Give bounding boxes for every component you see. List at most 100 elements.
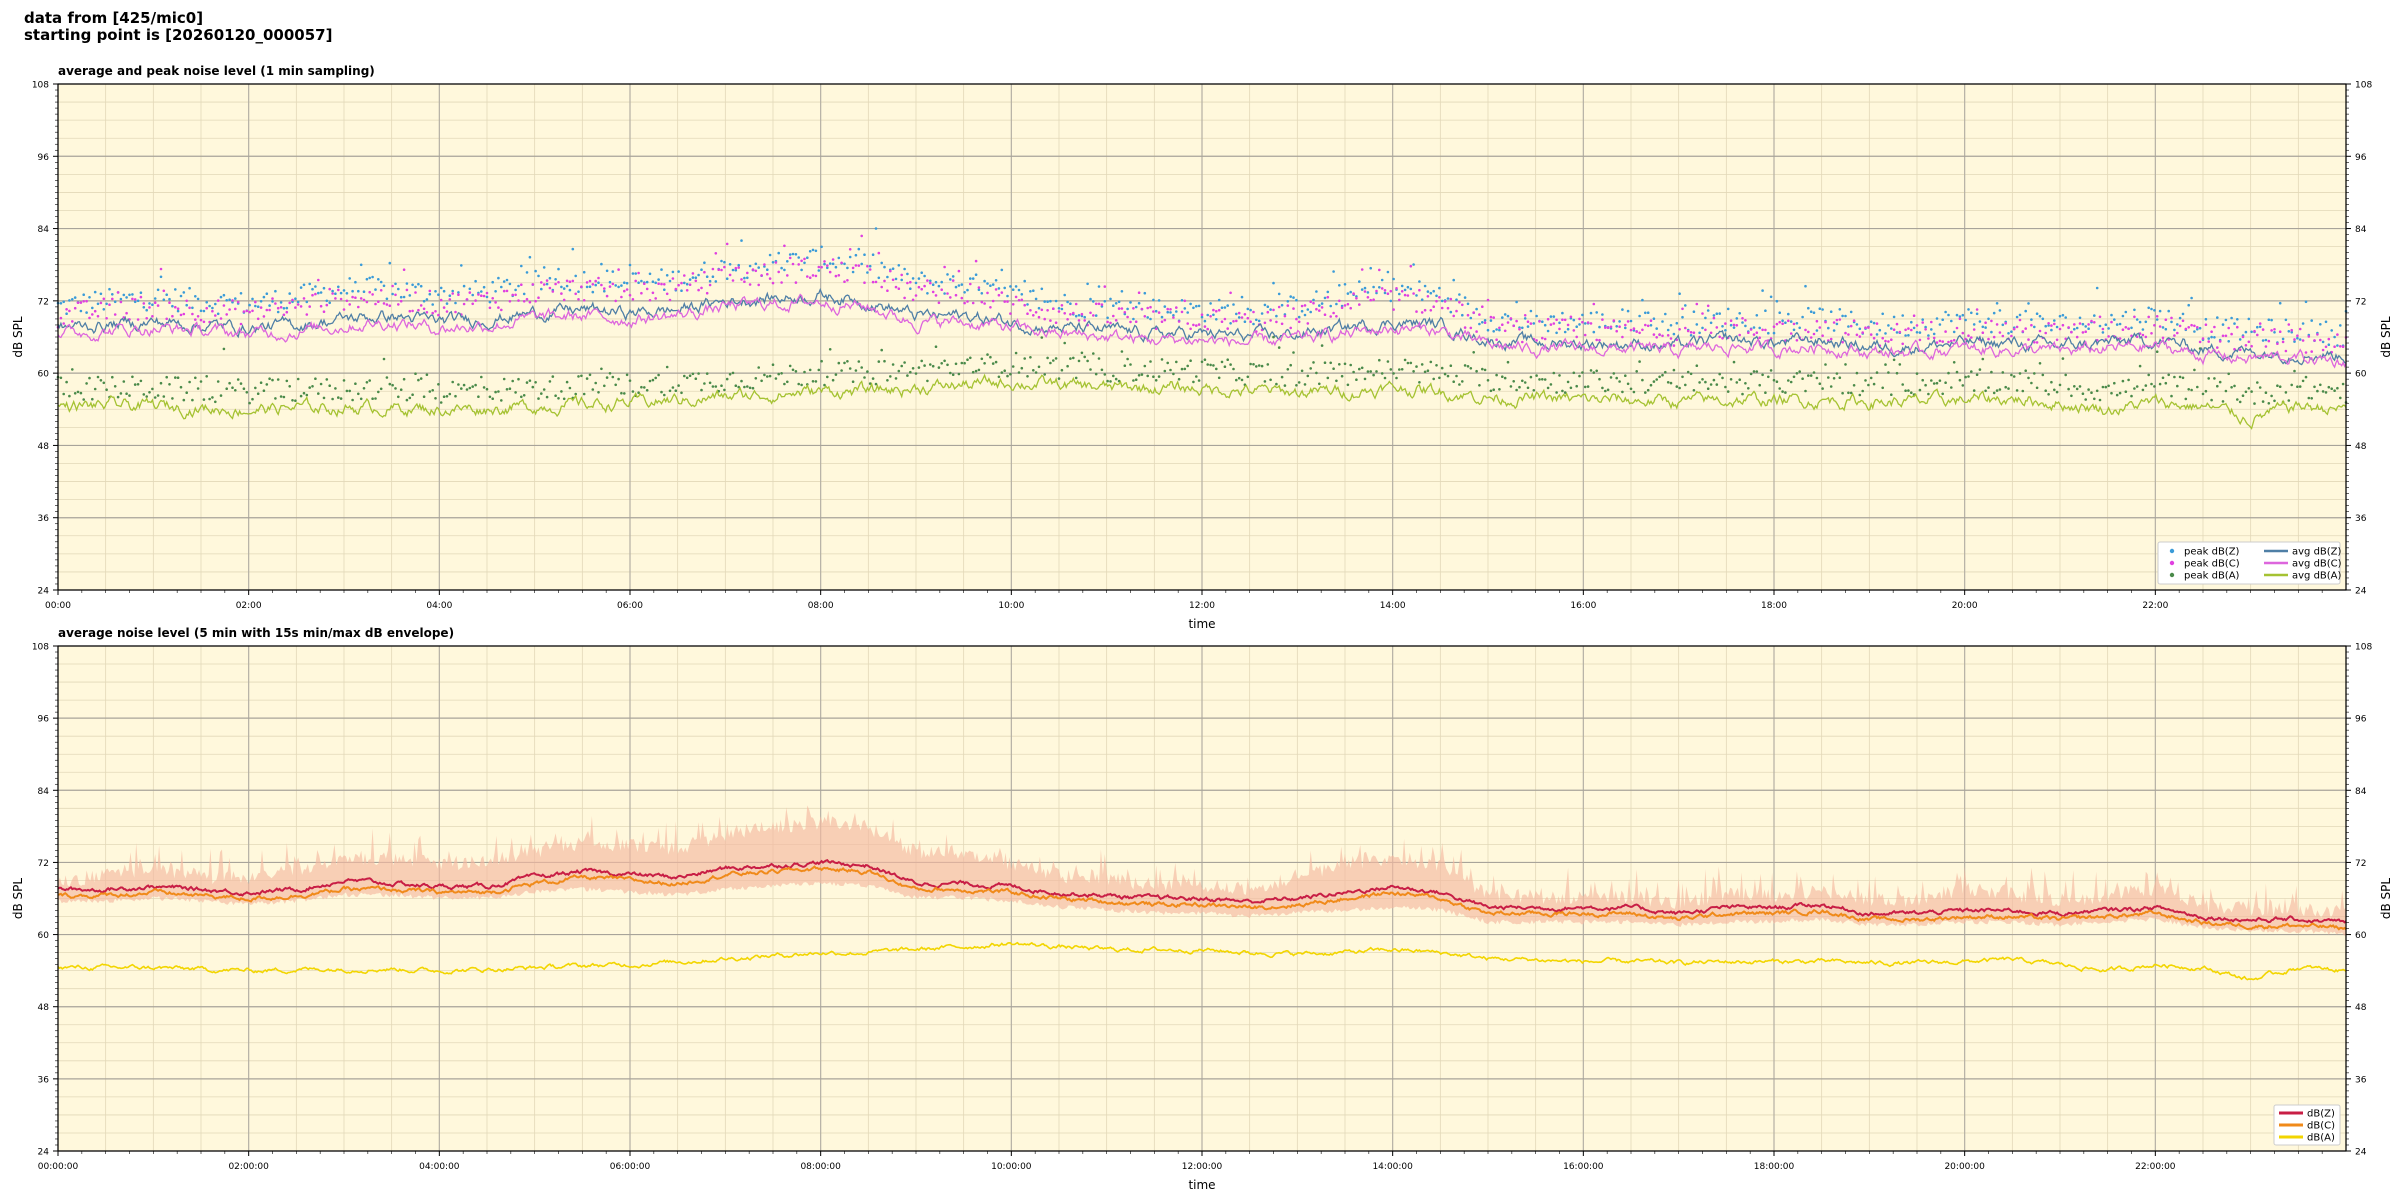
peak-point	[1217, 308, 1221, 312]
x-tick-label: 14:00	[1380, 601, 1406, 611]
peak-point	[1932, 382, 1936, 385]
peak-point	[974, 273, 978, 277]
peak-point	[1609, 376, 1613, 379]
peak-point	[531, 385, 535, 389]
peak-point	[2193, 324, 2196, 328]
peak-point	[1915, 324, 1919, 327]
y-tick-label-left: 72	[38, 859, 49, 869]
peak-point	[1644, 391, 1647, 394]
peak-point	[2118, 391, 2122, 395]
peak-point	[2213, 336, 2216, 339]
peak-point	[1303, 304, 1307, 307]
peak-point	[1678, 328, 1681, 331]
peak-point	[1672, 344, 1676, 347]
peak-point	[900, 273, 903, 277]
peak-point	[963, 291, 966, 294]
peak-point	[2196, 326, 2199, 329]
peak-point	[2261, 339, 2265, 342]
peak-point	[1235, 378, 1238, 382]
peak-point	[2236, 325, 2239, 329]
peak-point	[2238, 338, 2242, 341]
peak-point	[1152, 298, 1155, 302]
peak-point	[826, 375, 829, 379]
peak-point	[826, 264, 829, 267]
peak-point	[274, 289, 277, 293]
peak-point	[2316, 333, 2319, 336]
peak-point	[640, 279, 643, 283]
peak-point	[1286, 304, 1290, 307]
peak-point	[1398, 368, 1401, 371]
peak-point	[934, 294, 938, 297]
peak-point	[654, 281, 657, 285]
peak-point	[345, 299, 349, 303]
peak-point	[1661, 320, 1664, 323]
peak-point	[617, 377, 620, 381]
peak-point	[199, 309, 203, 313]
peak-point	[2115, 393, 2119, 397]
peak-point	[2010, 373, 2013, 377]
peak-point	[2250, 330, 2253, 334]
peak-point	[1712, 378, 1716, 382]
peak-point	[1458, 293, 1461, 296]
peak-point	[874, 382, 878, 386]
peak-point	[1037, 315, 1041, 319]
chart-legend: peak dB(Z)peak dB(C)peak dB(A)avg dB(Z)a…	[2157, 541, 2342, 585]
peak-point	[1466, 313, 1470, 317]
peak-point	[1409, 264, 1413, 268]
peak-point	[2098, 324, 2102, 328]
peak-point	[497, 390, 500, 393]
peak-point	[1269, 308, 1272, 311]
peak-point	[1701, 326, 1704, 330]
peak-point	[737, 385, 740, 389]
peak-point	[2110, 391, 2113, 395]
peak-point	[1684, 304, 1687, 307]
peak-point	[2127, 378, 2130, 382]
peak-point	[451, 289, 455, 293]
peak-point	[1752, 326, 1756, 329]
peak-point	[299, 286, 303, 289]
peak-point	[1358, 280, 1361, 283]
peak-point	[1626, 320, 1630, 323]
peak-point	[1658, 333, 1661, 336]
peak-point	[700, 388, 703, 392]
peak-point	[1129, 320, 1132, 324]
peak-point	[883, 265, 886, 269]
peak-point	[239, 322, 243, 326]
peak-point	[1069, 313, 1072, 316]
peak-point	[202, 398, 206, 401]
peak-point	[1146, 316, 1149, 319]
peak-point	[1812, 332, 1816, 336]
peak-point	[683, 274, 686, 277]
peak-point	[1918, 338, 1922, 342]
legend-label: peak dB(A)	[2184, 571, 2240, 582]
peak-point	[202, 320, 206, 324]
y-tick-label-left: 36	[38, 1075, 50, 1085]
peak-point	[2278, 301, 2282, 305]
peak-point	[2121, 328, 2125, 332]
peak-point	[1635, 370, 1638, 373]
peak-point	[1615, 325, 1618, 328]
peak-point	[597, 276, 600, 280]
peak-point	[1312, 298, 1315, 302]
peak-point	[1197, 304, 1201, 308]
y-tick-label-left: 96	[38, 153, 50, 163]
peak-point	[102, 297, 106, 301]
peak-point	[565, 380, 569, 384]
peak-point	[783, 244, 786, 248]
peak-point	[480, 294, 483, 298]
peak-point	[1686, 329, 1690, 333]
peak-point	[1438, 376, 1441, 380]
peak-point	[1618, 380, 1621, 383]
peak-point	[631, 298, 635, 301]
y-tick-label-right: 96	[2355, 153, 2367, 163]
peak-point	[860, 234, 863, 238]
peak-point	[797, 382, 800, 386]
peak-point	[1420, 298, 1424, 302]
peak-point	[1498, 326, 1501, 330]
peak-point	[2281, 340, 2285, 344]
peak-point	[1998, 388, 2002, 391]
peak-point	[1995, 302, 1999, 305]
peak-point	[1412, 263, 1415, 266]
peak-point	[125, 296, 128, 299]
peak-point	[502, 289, 506, 293]
